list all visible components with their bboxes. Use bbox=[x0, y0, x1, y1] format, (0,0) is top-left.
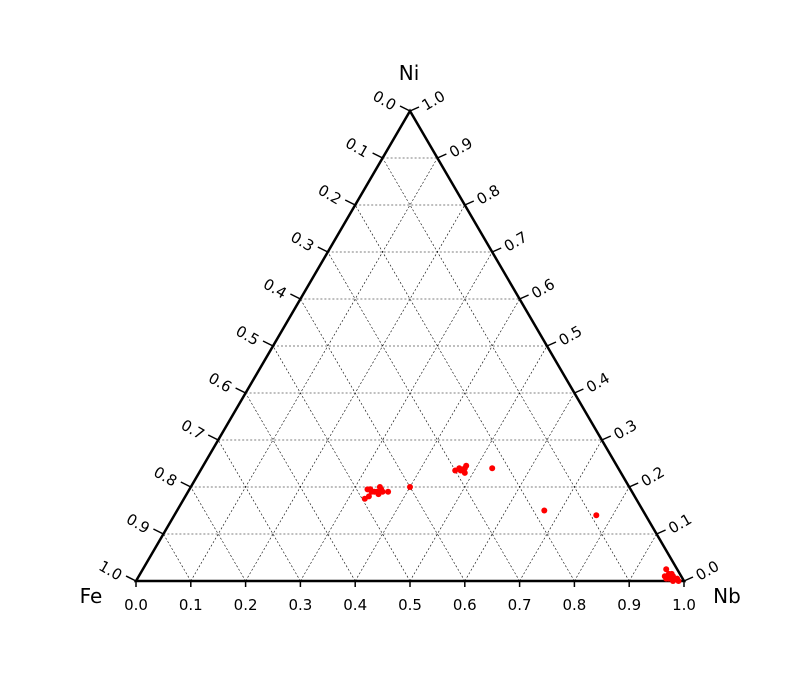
left-tick-mark bbox=[372, 152, 383, 159]
right-tick-mark bbox=[628, 482, 639, 488]
right-tick-label: 0.9 bbox=[446, 134, 476, 162]
bottom-tick-label: 0.5 bbox=[398, 596, 422, 614]
corner-label-top: Ni bbox=[399, 61, 420, 85]
right-tick-label: 0.3 bbox=[610, 416, 640, 444]
left-tick-label: 0.5 bbox=[233, 322, 263, 350]
left-tick-mark bbox=[399, 105, 411, 112]
grid-line-nb bbox=[464, 392, 575, 582]
left-tick-label: 0.4 bbox=[260, 275, 290, 303]
data-point bbox=[379, 488, 386, 495]
right-tick-label: 0.1 bbox=[665, 510, 695, 538]
data-point bbox=[407, 484, 413, 490]
right-tick-mark bbox=[437, 153, 447, 159]
right-tick-label: 1.0 bbox=[419, 87, 449, 115]
grid-line-fe bbox=[272, 345, 411, 582]
data-point bbox=[593, 512, 600, 519]
grid-line-fe bbox=[217, 439, 301, 582]
left-tick-label: 0.1 bbox=[342, 134, 372, 162]
left-tick-mark bbox=[317, 246, 329, 253]
right-tick-mark bbox=[656, 529, 666, 535]
left-tick-label: 1.0 bbox=[96, 557, 126, 585]
bottom-tick-label: 0.4 bbox=[343, 596, 367, 614]
left-tick-label: 0.7 bbox=[178, 416, 208, 444]
axis-ticks: 0.0 0.1 0.2 0.3 0.4 0.5 0.6 0.7 0.8 0.9 1.0 0.0 0.1 0… bbox=[96, 87, 723, 614]
grid-line-fe bbox=[300, 298, 466, 582]
left-tick-mark bbox=[180, 481, 192, 488]
right-tick-mark bbox=[574, 388, 584, 394]
right-tick-label: 0.2 bbox=[638, 463, 668, 491]
grid-line-nb bbox=[628, 533, 657, 582]
grid-line-fe bbox=[382, 157, 630, 582]
grid-line-nb bbox=[300, 251, 493, 582]
left-tick-mark bbox=[207, 434, 219, 441]
data-points bbox=[361, 462, 682, 584]
left-tick-label: 0.8 bbox=[150, 463, 180, 491]
left-tick-mark bbox=[125, 575, 137, 582]
right-tick-label: 0.4 bbox=[583, 369, 613, 397]
right-tick-mark bbox=[683, 576, 694, 582]
grid-line-fe bbox=[327, 251, 520, 582]
right-tick-mark bbox=[601, 435, 612, 441]
data-point bbox=[489, 465, 496, 472]
data-point bbox=[385, 488, 392, 495]
bottom-tick-label: 0.0 bbox=[124, 596, 148, 614]
left-tick-label: 0.9 bbox=[123, 510, 153, 538]
corner-label-right: Nb bbox=[713, 584, 741, 608]
right-tick-mark bbox=[491, 247, 502, 253]
left-tick-mark bbox=[153, 528, 164, 535]
left-tick-mark bbox=[262, 340, 274, 347]
bottom-tick-label: 0.2 bbox=[234, 596, 258, 614]
left-tick-label: 0.2 bbox=[315, 181, 345, 209]
data-point bbox=[463, 462, 470, 469]
right-tick-mark bbox=[464, 200, 475, 206]
bottom-tick-label: 0.9 bbox=[617, 596, 641, 614]
bottom-tick-label: 0.1 bbox=[179, 596, 203, 614]
data-point bbox=[663, 575, 670, 582]
grid-line-fe bbox=[163, 533, 192, 582]
left-tick-label: 0.0 bbox=[370, 87, 400, 115]
grid-line-nb bbox=[519, 439, 603, 582]
left-tick-mark bbox=[235, 387, 246, 394]
data-point bbox=[461, 469, 468, 476]
grid-line-nb bbox=[190, 157, 438, 582]
left-tick-label: 0.3 bbox=[287, 228, 317, 256]
grid-lines bbox=[163, 157, 657, 582]
data-point bbox=[361, 495, 368, 502]
right-tick-label: 0.0 bbox=[693, 557, 723, 585]
right-tick-mark bbox=[519, 294, 529, 300]
grid-line-nb bbox=[409, 345, 548, 582]
data-point bbox=[668, 570, 675, 577]
bottom-tick-label: 0.8 bbox=[562, 596, 586, 614]
bottom-tick-label: 0.3 bbox=[288, 596, 312, 614]
data-point bbox=[376, 484, 383, 490]
data-point bbox=[663, 566, 670, 573]
left-tick-mark bbox=[344, 199, 356, 206]
right-tick-label: 0.5 bbox=[556, 322, 586, 350]
corner-label-left: Fe bbox=[80, 584, 103, 608]
right-tick-label: 0.7 bbox=[501, 228, 531, 256]
grid-line-fe bbox=[245, 392, 356, 582]
data-point bbox=[541, 507, 548, 514]
data-point bbox=[675, 578, 682, 584]
right-tick-mark bbox=[409, 106, 420, 112]
left-tick-mark bbox=[290, 293, 301, 300]
grid-line-nb bbox=[354, 298, 520, 582]
left-tick-label: 0.6 bbox=[205, 369, 235, 397]
bottom-tick-label: 1.0 bbox=[672, 596, 696, 614]
bottom-tick-label: 0.6 bbox=[453, 596, 477, 614]
right-tick-label: 0.6 bbox=[528, 275, 558, 303]
right-tick-label: 0.8 bbox=[473, 181, 503, 209]
bottom-tick-label: 0.7 bbox=[508, 596, 532, 614]
right-tick-mark bbox=[546, 341, 557, 347]
